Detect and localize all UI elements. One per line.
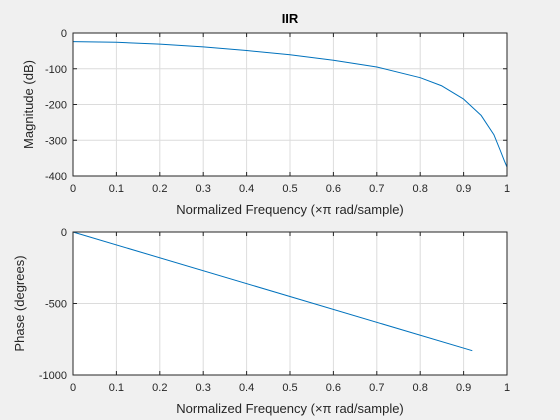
phase-x-tick-label: 0.2 [152,382,167,394]
magnitude-y-tick-label: -200 [45,100,67,112]
magnitude-x-tick-label: 0.2 [152,183,167,195]
magnitude-response-line [72,41,508,168]
phase-x-tick-label: 0 [70,382,76,394]
magnitude-x-tick-label: 0.4 [239,183,254,195]
magnitude-x-tick-label: 0.3 [196,183,211,195]
chart-title: IIR [282,11,299,26]
phase-x-tick-label: 0.8 [413,382,428,394]
magnitude-x-tick-label: 1 [504,183,510,195]
magnitude-x-tick-label: 0.8 [413,183,428,195]
phase-x-tick-label: 0.5 [282,382,297,394]
phase-x-tick-label: 0.4 [239,382,254,394]
phase-y-tick-label: -500 [45,299,67,311]
magnitude-x-tick-label: 0 [70,183,76,195]
magnitude-y-tick-label: 0 [61,28,67,40]
phase-x-tick-label: 0.9 [456,382,471,394]
phase-y-tick-label: 0 [61,227,67,239]
magnitude-y-tick-label: -100 [45,64,67,76]
magnitude-x-tick-label: 0.9 [456,183,471,195]
magnitude-x-tick-label: 0.1 [109,183,124,195]
phase-x-tick-label: 0.7 [369,382,384,394]
magnitude-y-tick-label: -300 [45,135,67,147]
magnitude-x-tick-label: 0.5 [282,183,297,195]
phase-x-tick-label: 1 [504,382,510,394]
phase-x-tick-label: 0.6 [326,382,341,394]
magnitude-x-tick-label: 0.7 [369,183,384,195]
phase-x-tick-label: 0.1 [109,382,124,394]
phase-chart: 0 0.1 0.2 0.3 0.4 0.5 0.6 0.7 0.8 0.9 10-500-1000 … [12,227,510,416]
magnitude-y-tick-label: -400 [45,171,67,183]
magnitude-chart: 0 0.1 0.2 0.3 0.4 0.5 0.6 0.7 0.8 0.9 1 0 -100 -200 -3… [21,11,510,217]
phase-x-axis-label: Normalized Frequency (×π rad/sample) [176,401,404,416]
magnitude-x-tick-label: 0.6 [326,183,341,195]
phase-response-line [72,231,473,352]
magnitude-y-axis-label: Magnitude (dB) [21,60,36,149]
phase-x-tick-label: 0.3 [196,382,211,394]
magnitude-x-axis-label: Normalized Frequency (×π rad/sample) [176,202,404,217]
phase-y-tick-label: -1000 [39,370,67,382]
phase-y-axis-label: Phase (degrees) [12,255,27,351]
